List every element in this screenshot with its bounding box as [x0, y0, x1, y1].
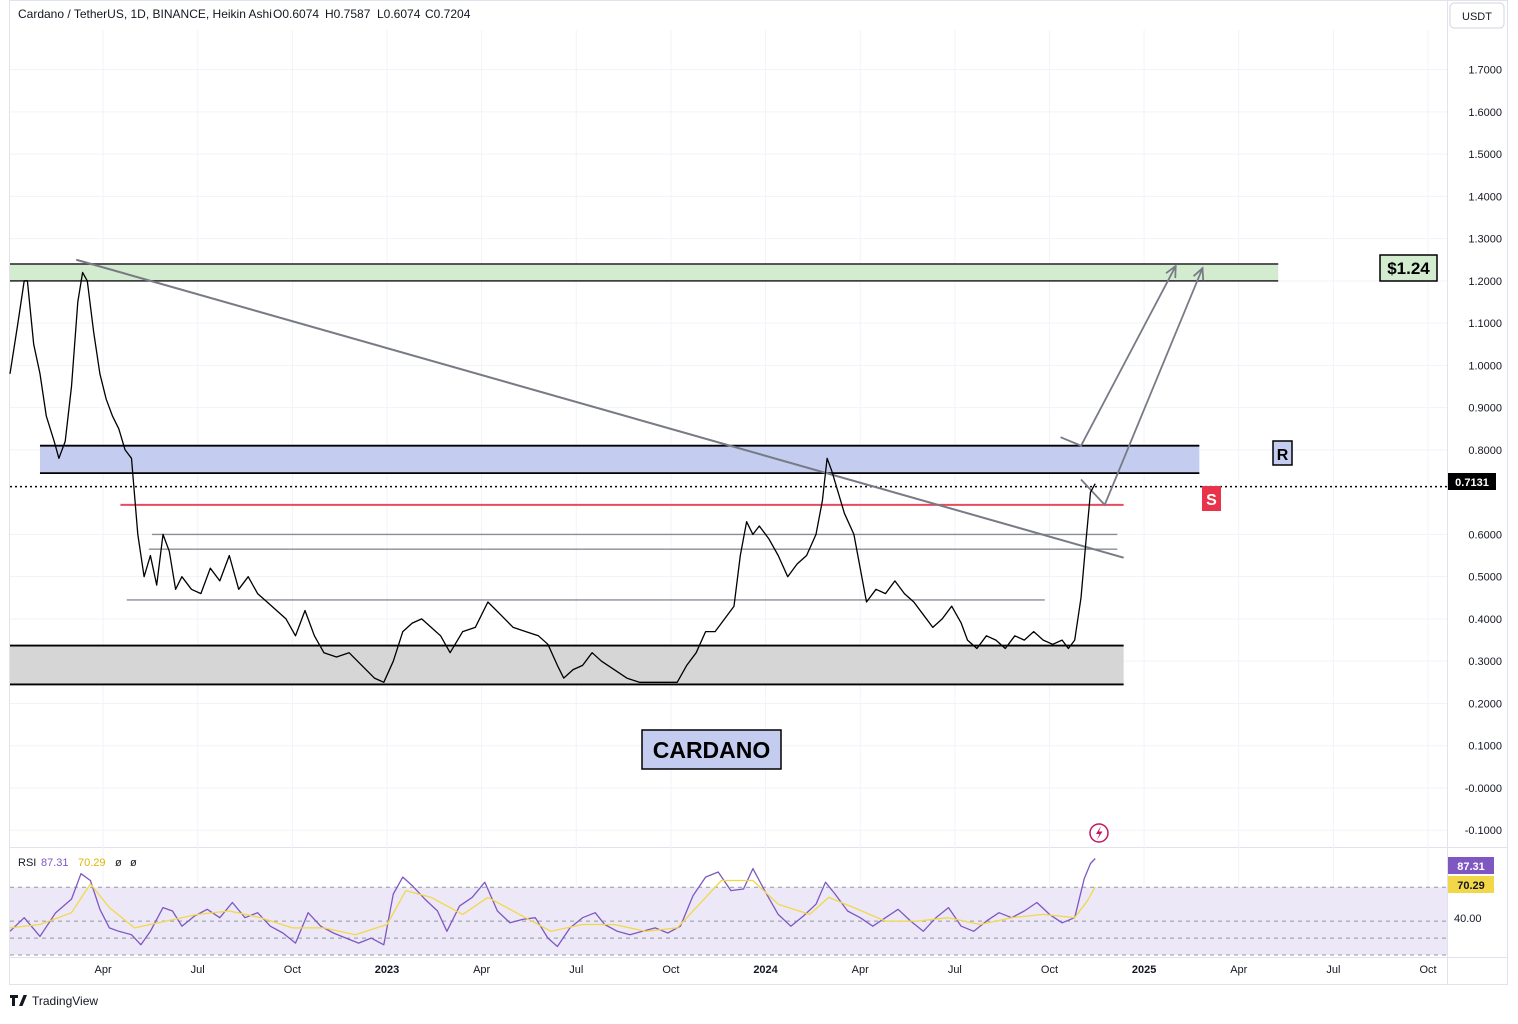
price-axis-tick: 0.3000: [1468, 656, 1502, 668]
price-axis-tick: 0.6000: [1468, 529, 1502, 541]
price-axis-tick: 0.8000: [1468, 445, 1502, 457]
rsi-ma-text: 70.29: [1457, 880, 1485, 892]
rsi-ma-line: [9, 879, 1096, 936]
current-price-text: 0.7131: [1455, 477, 1489, 489]
support-label[interactable]: S: [1202, 486, 1221, 511]
tradingview-logo[interactable]: TradingView: [10, 994, 98, 1008]
target-price-label[interactable]: $1.24: [1379, 254, 1438, 282]
rsi-series-line: [9, 858, 1096, 948]
time-axis-tick: Oct: [1420, 964, 1437, 976]
rsi-legend-value: 87.31: [41, 857, 69, 869]
lightning-icon[interactable]: [1089, 823, 1109, 843]
header-open: O0.6074: [273, 7, 319, 21]
rsi-legend-ma: 70.29: [78, 857, 106, 869]
price-axis-tick: 0.9000: [1468, 403, 1502, 415]
cardano-title-text: CARDANO: [653, 737, 771, 763]
price-axis-tick: 0.1000: [1468, 741, 1502, 753]
price-axis-tick: 1.7000: [1468, 65, 1502, 77]
price-axis-tick: 1.4000: [1468, 191, 1502, 203]
price-axis-tick: 1.3000: [1468, 234, 1502, 246]
tradingview-logo-icon: [10, 995, 27, 1006]
rsi-legend-extra-2: ø: [130, 857, 137, 869]
resistance-zone: [39, 445, 1200, 474]
time-axis-tick: Oct: [284, 964, 301, 976]
time-axis-tick: 2025: [1132, 964, 1156, 976]
price-axis-tick: 1.5000: [1468, 149, 1502, 161]
descending-trendline: [75, 258, 1124, 559]
time-axis-tick: 2023: [375, 964, 399, 976]
price-axis-tick: 0.2000: [1468, 698, 1502, 710]
target-price-text: $1.24: [1387, 259, 1430, 278]
price-series-line: [9, 271, 1096, 683]
header-symbol: Cardano / TetherUS, 1D, BINANCE, Heikin …: [18, 7, 272, 21]
rsi-value-text: 87.31: [1457, 861, 1485, 873]
price-axis-tick: 1.0000: [1468, 360, 1502, 372]
price-axis-tick: 1.1000: [1468, 318, 1502, 330]
time-axis-tick: Apr: [1230, 964, 1247, 976]
time-axis-tick: Oct: [1041, 964, 1058, 976]
time-axis-tick: 2024: [753, 964, 778, 976]
target-zone: [10, 263, 1279, 281]
price-axis-tick: 0.5000: [1468, 572, 1502, 584]
rsi-value-badge: 87.31: [1448, 857, 1494, 874]
projection-arrowhead-2: [1165, 264, 1177, 279]
resistance-text: R: [1277, 447, 1289, 464]
price-axis-tick: 0.4000: [1468, 614, 1502, 626]
time-axis-tick: Apr: [95, 964, 112, 976]
cardano-title-label[interactable]: CARDANO: [641, 729, 782, 770]
current-price-badge: 0.7131: [1448, 473, 1496, 490]
rsi-level-label: 40.00: [1454, 913, 1482, 925]
projection-arrow-2: [1060, 265, 1177, 447]
time-axis-tick: Apr: [852, 964, 869, 976]
projection-arrow-1: [1080, 267, 1204, 507]
time-axis-tick: Oct: [662, 964, 679, 976]
header-close: C0.7204: [425, 7, 471, 21]
currency-button[interactable]: USDT: [1449, 2, 1505, 29]
time-axis-tick: Jul: [948, 964, 962, 976]
rsi-legend-name: RSI: [18, 857, 36, 869]
price-axis-tick: 1.2000: [1468, 276, 1502, 288]
rsi-ma-badge: 70.29: [1448, 876, 1494, 893]
resistance-label[interactable]: R: [1272, 440, 1293, 466]
base-zone: [10, 645, 1124, 685]
header-low: L0.6074: [377, 7, 421, 21]
support-text: S: [1206, 492, 1217, 509]
time-axis-tick: Jul: [191, 964, 205, 976]
time-axis-tick: Jul: [1326, 964, 1340, 976]
price-axis-tick: 1.6000: [1468, 107, 1502, 119]
projection-arrowhead-1: [1192, 266, 1205, 281]
price-axis-tick: -0.1000: [1465, 825, 1502, 837]
rsi-legend-extra-1: ø: [115, 857, 122, 869]
currency-label: USDT: [1462, 11, 1492, 23]
price-axis-tick: -0.0000: [1465, 783, 1502, 795]
rsi-band: [10, 887, 1447, 955]
time-axis-tick: Apr: [473, 964, 490, 976]
tradingview-brand: TradingView: [32, 994, 98, 1008]
chart-frame: [9, 0, 1508, 985]
header-high: H0.7587: [325, 7, 371, 21]
time-axis-tick: Jul: [569, 964, 583, 976]
